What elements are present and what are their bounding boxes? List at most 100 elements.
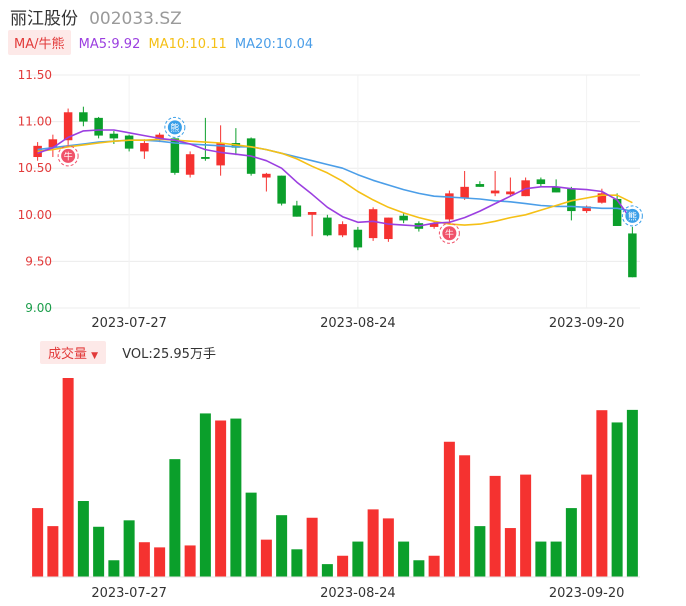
volume-legend: 成交量 ▼ VOL:25.95万手 [40,341,216,364]
candle-body [399,215,408,221]
volume-bar[interactable] [321,564,333,577]
candle[interactable] [475,181,485,187]
signal-dot [61,148,76,163]
volume-bar[interactable] [108,560,120,577]
volume-bar[interactable] [504,528,516,577]
volume-bar[interactable] [550,541,562,577]
volume-bar[interactable] [169,459,181,577]
candle-body [155,134,164,140]
candle-body [536,179,546,185]
candle[interactable] [445,190,454,223]
volume-bar[interactable] [428,555,440,577]
volume-bar[interactable] [154,547,166,577]
candle[interactable] [368,207,378,241]
price-tick-label: 11.00 [18,115,52,129]
candle[interactable] [63,108,73,145]
candle[interactable] [79,106,88,127]
candle[interactable] [490,170,500,197]
candlestick-chart[interactable]: 11.50 11.00 10.50 10.00 9.50 9.00 2023-07-27 20… [0,0,686,335]
candle[interactable] [185,151,195,178]
volume-bar[interactable] [596,410,608,577]
volume-bar[interactable] [32,508,44,577]
bull-signal-icon[interactable]: 牛 [438,222,460,244]
volume-bar[interactable] [138,542,150,577]
candle[interactable] [124,134,134,152]
bear-signal-icon[interactable]: 熊 [621,205,643,227]
volume-bar[interactable] [245,492,257,577]
volume-bar[interactable] [443,441,455,577]
candle[interactable] [140,139,149,159]
volume-bar[interactable] [413,560,425,577]
candle[interactable] [262,172,271,192]
volume-bar[interactable] [230,418,242,577]
candle[interactable] [292,200,302,217]
volume-bar[interactable] [367,509,379,577]
candle[interactable] [521,177,530,197]
candle[interactable] [170,138,180,175]
candle-body [628,233,637,278]
candle-body [94,117,103,136]
candle[interactable] [353,226,363,251]
candle-body [277,175,286,204]
volume-value: VOL:25.95万手 [122,347,216,362]
volume-bar[interactable] [337,555,349,577]
volume-chart[interactable]: 2023-07-27 2023-08-24 2023-09-20 [0,366,686,606]
bear-signal-icon[interactable]: 熊 [164,116,186,138]
dropdown-arrow-icon: ▼ [91,351,99,361]
signal-ring [621,205,643,227]
volume-bar[interactable] [581,474,593,577]
volume-bar[interactable] [260,539,272,577]
volume-bar[interactable] [306,517,318,577]
volume-bar[interactable] [535,541,547,577]
candle[interactable] [307,212,317,237]
volume-bar[interactable] [398,541,410,577]
candle-body [323,217,332,236]
candle[interactable] [612,193,622,226]
candle[interactable] [551,179,561,193]
volume-bar[interactable] [184,545,196,577]
volume-selector-button[interactable]: 成交量 ▼ [40,341,107,364]
volume-bar[interactable] [611,422,623,577]
candle-body [353,229,363,248]
candle[interactable] [323,214,332,237]
ma-selector-button[interactable]: MA/牛熊 [8,30,71,55]
candle[interactable] [460,170,469,200]
volume-bar[interactable] [199,413,211,577]
volume-bar[interactable] [93,526,105,577]
volume-bar[interactable] [459,455,471,577]
volume-bar[interactable] [489,475,501,577]
volume-bar[interactable] [382,518,394,577]
candle-body [201,157,210,159]
candle[interactable] [506,177,515,197]
volume-bar[interactable] [520,474,532,577]
volume-bar[interactable] [626,409,638,577]
candle[interactable] [94,116,103,139]
candle[interactable] [277,175,286,206]
candle-body [445,193,454,220]
volume-bar[interactable] [47,526,59,577]
candle-body [292,205,302,217]
candle[interactable] [48,134,58,158]
volume-bar[interactable] [276,515,288,577]
volume-bar[interactable] [474,526,486,577]
signal-dot [167,120,182,135]
volume-bar[interactable] [215,420,227,577]
signal-dot [442,226,457,241]
volume-bar[interactable] [77,501,89,577]
volume-bar[interactable] [62,378,74,577]
candle[interactable] [536,177,546,187]
volume-bar[interactable] [291,549,303,577]
candle[interactable] [201,117,210,161]
bull-signal-icon[interactable]: 牛 [57,145,79,167]
stock-header: 丽江股份 002033.SZ [10,4,182,29]
candle[interactable] [384,217,393,242]
candle[interactable] [216,125,225,176]
candle[interactable] [231,128,241,156]
volume-bar[interactable] [123,520,135,577]
candle[interactable] [567,186,576,221]
candle[interactable] [338,221,347,238]
volume-bar[interactable] [352,541,364,577]
candle[interactable] [399,212,408,224]
volume-bar[interactable] [565,508,577,577]
candle[interactable] [628,226,637,278]
